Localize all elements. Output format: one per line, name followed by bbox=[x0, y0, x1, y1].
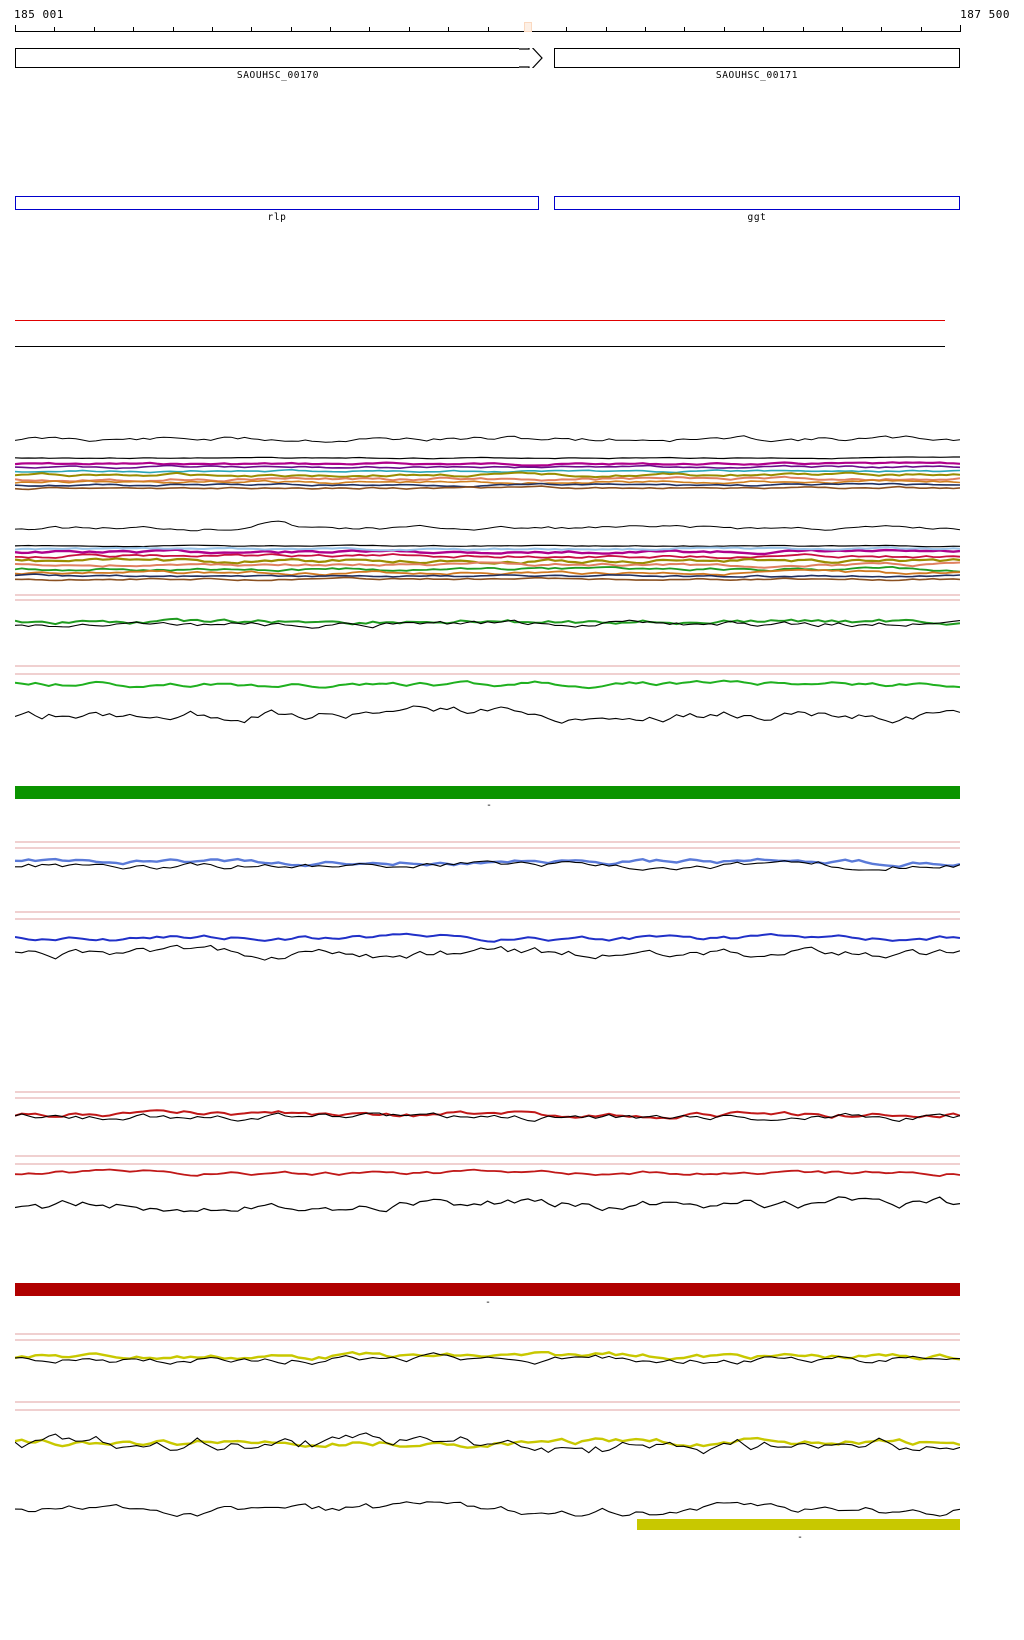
olive-feature-bar-label: - bbox=[797, 1532, 803, 1543]
ruler-tick bbox=[960, 25, 961, 32]
ruler-tick bbox=[920, 27, 922, 32]
cds-feature-body[interactable] bbox=[554, 48, 960, 68]
ruler-tick bbox=[251, 27, 253, 32]
graph-red-1[interactable] bbox=[15, 1088, 960, 1136]
ruler-tick bbox=[211, 27, 213, 32]
gene-name-label: rlp bbox=[267, 212, 287, 223]
graph-blue-1[interactable] bbox=[15, 838, 960, 886]
ruler-position-marker[interactable] bbox=[524, 22, 532, 32]
ruler-tick bbox=[841, 27, 843, 32]
ruler-start-coordinate: 185 001 bbox=[14, 8, 64, 21]
graph-green-2[interactable] bbox=[15, 662, 960, 740]
gene-name-track: rlp ggt bbox=[0, 196, 1024, 228]
cds-feature-label: SAOUHSC_00170 bbox=[236, 70, 320, 81]
gene-name-label: ggt bbox=[747, 212, 767, 223]
cds-feature-body[interactable] bbox=[15, 48, 519, 68]
ruler-tick bbox=[93, 27, 95, 32]
ruler-tick bbox=[172, 27, 174, 32]
ruler-tick bbox=[487, 27, 489, 32]
graph-multicolor-1[interactable] bbox=[15, 425, 960, 495]
graph-multicolor-2[interactable] bbox=[15, 518, 960, 586]
graph-bottom-black[interactable] bbox=[15, 1488, 960, 1528]
ruler-tick bbox=[881, 27, 883, 32]
ruler-tick bbox=[369, 27, 371, 32]
green-feature-bar[interactable] bbox=[15, 786, 960, 799]
gene-name-feature[interactable] bbox=[554, 196, 960, 210]
ruler-tick bbox=[290, 27, 292, 32]
graph-green-1[interactable] bbox=[15, 592, 960, 636]
ruler-tick bbox=[408, 27, 410, 32]
ruler-tick bbox=[802, 27, 804, 32]
gene-name-feature[interactable] bbox=[15, 196, 539, 210]
coordinate-ruler[interactable]: 185 001 187 500 bbox=[0, 0, 1024, 40]
graph-olive-2[interactable] bbox=[15, 1398, 960, 1474]
darkred-feature-bar[interactable] bbox=[15, 1283, 960, 1296]
ruler-tick bbox=[330, 27, 331, 32]
darkred-feature-bar-label: - bbox=[485, 1297, 491, 1308]
graph-red-2[interactable] bbox=[15, 1152, 960, 1228]
ruler-tick bbox=[54, 27, 56, 32]
ruler-tick bbox=[133, 27, 135, 32]
ruler-tick bbox=[448, 27, 450, 32]
cds-feature-track: SAOUHSC_00170 SAOUHSC_00171 bbox=[0, 42, 1024, 88]
ruler-tick bbox=[15, 25, 16, 32]
ruler-tick bbox=[605, 27, 607, 32]
ruler-tick bbox=[763, 27, 765, 32]
ruler-tick bbox=[723, 27, 725, 32]
cds-feature-label: SAOUHSC_00171 bbox=[715, 70, 799, 81]
graph-blue-2[interactable] bbox=[15, 908, 960, 978]
ruler-tick bbox=[566, 27, 568, 32]
cds-strand-arrow-icon bbox=[519, 42, 543, 74]
ruler-tick bbox=[684, 27, 686, 32]
green-feature-bar-label: - bbox=[486, 800, 492, 811]
graph-olive-1[interactable] bbox=[15, 1330, 960, 1378]
olive-feature-bar[interactable] bbox=[637, 1519, 960, 1530]
ruler-tick bbox=[645, 27, 646, 32]
ruler-end-coordinate: 187 500 bbox=[960, 8, 1010, 21]
